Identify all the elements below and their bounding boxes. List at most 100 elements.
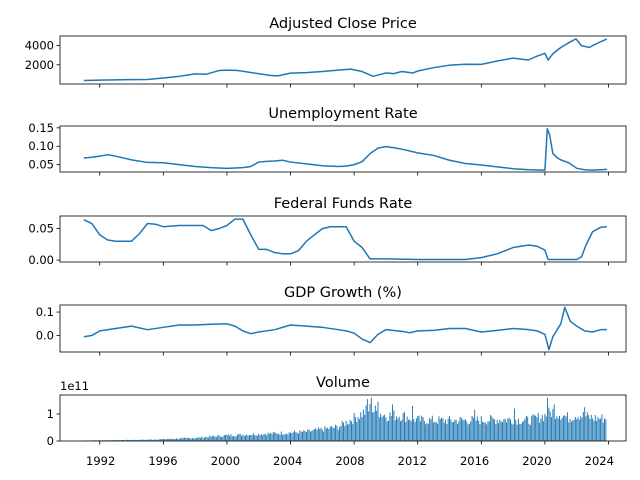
volume-bar bbox=[361, 417, 363, 441]
volume-bar bbox=[569, 419, 571, 441]
volume-bar bbox=[573, 419, 575, 441]
adjusted-close-price-title: Adjusted Close Price bbox=[269, 16, 417, 32]
volume-bar bbox=[332, 427, 334, 441]
volume-bar bbox=[495, 424, 497, 441]
volume-bar bbox=[238, 433, 240, 441]
volume-bar bbox=[329, 426, 331, 441]
volume-bar bbox=[447, 418, 449, 441]
volume-bar bbox=[551, 417, 553, 441]
volume-bar bbox=[157, 439, 159, 441]
volume-bar bbox=[290, 432, 292, 441]
volume-bar bbox=[172, 438, 174, 441]
volume-bar bbox=[243, 435, 245, 441]
volume-bar bbox=[215, 437, 217, 441]
volume-bar bbox=[146, 439, 148, 441]
volume-bar bbox=[176, 438, 178, 441]
volume-bar bbox=[401, 419, 403, 441]
volume-bar bbox=[304, 431, 306, 441]
volume-bar bbox=[286, 433, 288, 441]
x-tick-label-2016: 2016 bbox=[460, 454, 489, 468]
volume-bar bbox=[108, 440, 110, 441]
volume-bar bbox=[565, 416, 567, 441]
volume-bar bbox=[120, 440, 122, 441]
volume-bar bbox=[427, 423, 429, 441]
volume-bar bbox=[413, 418, 415, 441]
volume-bar bbox=[104, 440, 106, 441]
volume-bar bbox=[527, 416, 529, 441]
volume-bar bbox=[296, 432, 298, 441]
volume-bar bbox=[586, 412, 588, 441]
volume-bar bbox=[124, 440, 126, 441]
volume-bar bbox=[454, 419, 456, 441]
volume-bar bbox=[319, 429, 321, 441]
volume-bar bbox=[564, 415, 566, 441]
volume-bar bbox=[259, 435, 261, 441]
volume-bar bbox=[301, 431, 303, 441]
volume-bar bbox=[517, 418, 519, 441]
x-tick-label-2012: 2012 bbox=[398, 454, 427, 468]
volume-bar bbox=[158, 439, 160, 441]
volume-bar bbox=[340, 425, 342, 441]
volume-bar bbox=[547, 397, 549, 441]
volume-bar bbox=[585, 416, 587, 441]
volume-bar bbox=[316, 429, 318, 441]
volume-bar bbox=[242, 434, 244, 441]
volume-bar bbox=[421, 415, 423, 441]
volume-bar bbox=[344, 426, 346, 441]
volume-bar bbox=[396, 416, 397, 441]
volume-bar bbox=[437, 423, 439, 441]
volume-bar bbox=[483, 422, 485, 441]
volume-bar bbox=[438, 416, 440, 441]
volume-bar bbox=[205, 436, 207, 441]
volume-bar bbox=[373, 411, 375, 441]
volume-bar bbox=[435, 422, 437, 441]
volume-bar bbox=[580, 416, 582, 441]
volume-bar bbox=[266, 435, 268, 441]
volume-bar bbox=[315, 428, 317, 441]
volume-bar bbox=[323, 431, 325, 441]
volume-bar bbox=[140, 439, 142, 441]
volume-bar bbox=[132, 439, 134, 441]
volume-bar bbox=[180, 438, 182, 441]
volume-bar bbox=[170, 438, 172, 441]
unemployment-rate-series-line bbox=[83, 127, 607, 171]
volume-bar bbox=[528, 423, 530, 441]
volume-axes-frame bbox=[59, 394, 627, 442]
volume-bar bbox=[231, 436, 233, 441]
volume-bar bbox=[165, 439, 167, 441]
volume-bar bbox=[584, 407, 586, 441]
volume-bar bbox=[541, 414, 543, 441]
volume-bar bbox=[442, 418, 444, 441]
volume-bar bbox=[262, 435, 264, 441]
volume-bar bbox=[128, 439, 130, 441]
volume-bar bbox=[411, 405, 413, 441]
volume-bar bbox=[303, 430, 305, 441]
volume-bar bbox=[433, 422, 435, 441]
volume-bar bbox=[263, 433, 265, 441]
federal-funds-rate-y-tick-label: 0.00 bbox=[28, 253, 54, 267]
volume-bar bbox=[568, 422, 570, 441]
volume-bar bbox=[506, 422, 507, 441]
volume-bars bbox=[83, 397, 607, 442]
volume-bar bbox=[494, 419, 496, 441]
unemployment-rate-y-tick-label: 0.10 bbox=[28, 139, 54, 153]
volume-bar bbox=[605, 419, 607, 441]
volume-bar bbox=[307, 429, 309, 441]
volume-bar bbox=[343, 422, 344, 441]
volume-bar bbox=[492, 418, 494, 441]
volume-bar bbox=[365, 405, 367, 441]
volume-bar bbox=[434, 421, 436, 441]
x-tick-label-2004: 2004 bbox=[273, 454, 302, 468]
volume-bar bbox=[229, 436, 231, 441]
volume-bar bbox=[459, 417, 461, 441]
volume-bar bbox=[347, 424, 348, 441]
volume-bar bbox=[174, 438, 176, 441]
volume-bar bbox=[225, 434, 227, 441]
volume-bar bbox=[356, 421, 358, 441]
volume-bar bbox=[190, 438, 192, 441]
volume-bar bbox=[203, 437, 205, 441]
volume-bar bbox=[531, 416, 533, 441]
volume-bar bbox=[460, 417, 462, 441]
volume-bar bbox=[430, 419, 432, 441]
volume-bar bbox=[490, 414, 492, 441]
